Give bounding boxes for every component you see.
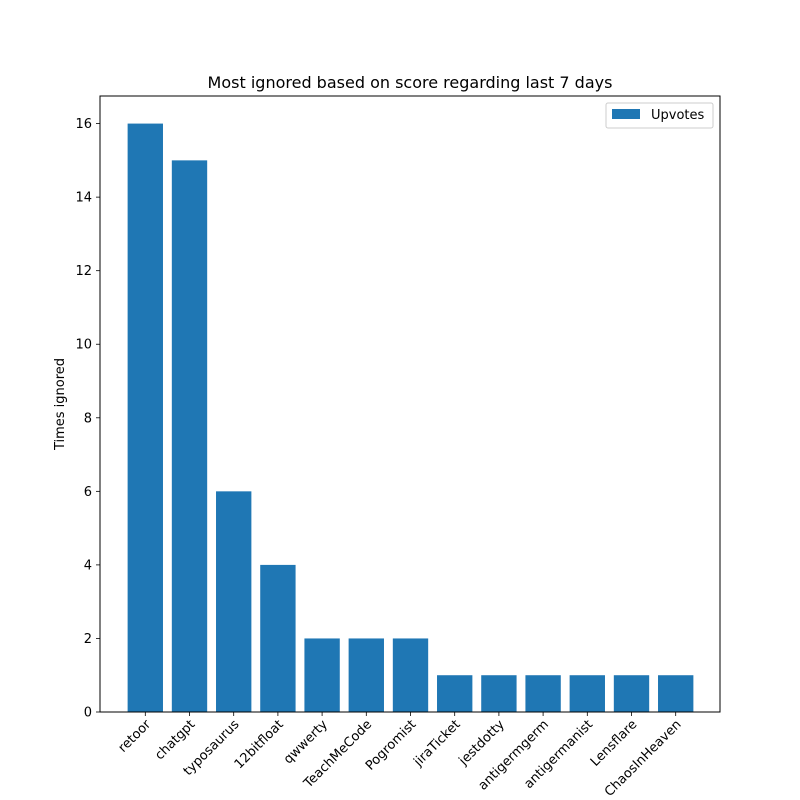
bar-chatgpt: [171, 160, 208, 713]
bar-ChaosInHeaven: [658, 675, 694, 712]
y-tick-label: 0: [84, 706, 92, 721]
legend: Upvotes: [605, 102, 714, 129]
chart-title: Most ignored based on score regarding la…: [208, 73, 613, 92]
bar-Lensflare: [613, 675, 650, 712]
bar-retoor: [127, 123, 163, 712]
bar-12bitfloat: [260, 564, 296, 712]
y-tick-label: 8: [84, 411, 92, 426]
bar-Pogromist: [392, 638, 429, 712]
legend-label: Upvotes: [651, 108, 705, 123]
bar-TeachMeCode: [348, 638, 384, 712]
y-tick-label: 12: [75, 264, 92, 279]
y-tick-label: 10: [75, 338, 92, 353]
y-tick-label: 16: [75, 117, 92, 132]
bar-antigermgerm: [525, 675, 561, 712]
bar-jestdotty: [481, 675, 517, 712]
y-tick-label: 2: [84, 632, 92, 647]
bar-antigermanist: [569, 675, 605, 712]
y-ticks: 0 2 4 6 8 10 12 14 16: [75, 117, 100, 721]
plot-frame: [99, 95, 721, 713]
bars-group: [127, 123, 694, 713]
bar-qwwerty: [304, 638, 340, 712]
y-axis-title: Times ignored: [53, 358, 68, 451]
y-tick-label: 6: [84, 485, 92, 500]
x-ticks: retoorchatgpttyposaurus12bitfloatqwwerty…: [116, 712, 685, 800]
bar-jiraTicket: [437, 675, 473, 712]
x-tick-label: retoor: [116, 717, 155, 756]
bar-typosaurus: [216, 491, 252, 712]
y-tick-label: 4: [84, 558, 92, 573]
x-tick-label: jiraTicket: [410, 717, 463, 770]
legend-swatch: [612, 109, 640, 119]
x-tick-label: ChaosInHeaven: [602, 717, 685, 800]
y-tick-label: 14: [75, 191, 92, 206]
